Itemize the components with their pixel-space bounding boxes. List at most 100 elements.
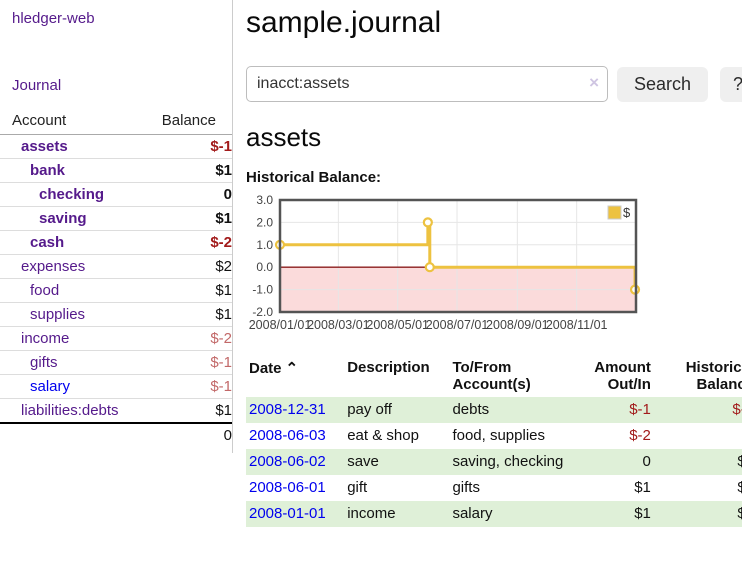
account-row: assets $-1 xyxy=(0,135,232,159)
account-link[interactable]: income xyxy=(21,330,70,347)
transaction-date-link[interactable]: 2008-12-31 xyxy=(249,401,326,418)
x-tick-label: 2008/11/01 xyxy=(546,318,608,332)
transaction-row: 2008-06-01 gift gifts $1 $2 xyxy=(246,475,742,501)
account-balance: $1 xyxy=(136,278,232,303)
account-balance: $1 xyxy=(136,158,232,183)
transaction-historical-balance: 0 xyxy=(659,423,742,449)
transaction-accounts: food, supplies xyxy=(452,427,546,444)
transaction-description: save xyxy=(347,453,379,470)
legend-label: $ xyxy=(623,205,631,220)
account-link[interactable]: supplies xyxy=(30,306,86,323)
column-header-historical-balance: Historical Balance xyxy=(685,359,742,393)
data-point-marker[interactable] xyxy=(424,262,435,273)
legend-swatch xyxy=(607,205,622,220)
account-link[interactable]: food xyxy=(30,282,60,299)
accounts-header-account: Account xyxy=(0,109,137,135)
transaction-description: eat & shop xyxy=(347,427,419,444)
transaction-accounts: saving, checking xyxy=(452,453,564,470)
search-button[interactable]: Search xyxy=(617,66,709,102)
accounts-header-balance: Balance xyxy=(136,109,232,135)
transaction-accounts: debts xyxy=(452,401,490,418)
account-balance: $1 xyxy=(136,206,232,231)
y-tick-label: 1.0 xyxy=(256,238,273,252)
y-tick-label: 0.0 xyxy=(256,260,273,274)
help-button[interactable]: ? xyxy=(720,66,742,102)
column-header-date[interactable]: Date ⌃ xyxy=(246,357,347,397)
x-tick-label: 2008/07/01 xyxy=(426,318,489,332)
account-link[interactable]: assets xyxy=(21,138,68,155)
account-row: gifts $-1 xyxy=(0,350,232,375)
account-row: food $1 xyxy=(0,278,232,303)
x-tick-label: 2008/01/01 xyxy=(249,318,312,332)
page-title: sample.journal xyxy=(246,6,442,39)
y-tick-label: -2.0 xyxy=(252,305,273,319)
account-row: salary $-1 xyxy=(0,374,232,399)
plot-border xyxy=(278,198,638,314)
account-balance: $-1 xyxy=(210,138,232,155)
balance-chart[interactable]: $3.0 2.0 1.0 0.0 -1.0 -2.02008/01/012008/03/0… xyxy=(246,193,646,336)
account-balance: $-1 xyxy=(136,374,232,399)
account-balance: $-1 xyxy=(136,350,232,375)
column-header-accounts: To/From Account(s) xyxy=(452,359,531,393)
account-row: income $-2 xyxy=(0,326,232,351)
transaction-row: 2008-12-31 pay off debts $-1 $-1 xyxy=(246,397,742,423)
account-balance: $1 xyxy=(136,302,232,327)
account-balance: $-2 xyxy=(136,230,232,255)
account-link[interactable]: bank xyxy=(30,162,66,179)
transaction-date-link[interactable]: 2008-06-02 xyxy=(249,453,326,470)
account-link[interactable]: cash xyxy=(30,234,65,251)
transaction-historical-balance: $2 xyxy=(737,479,742,496)
account-link[interactable]: saving xyxy=(39,210,87,227)
register-heading: assets xyxy=(246,122,322,152)
column-header-description: Description xyxy=(347,359,430,376)
x-tick-label: 2008/05/01 xyxy=(366,318,429,332)
y-tick-label: 2.0 xyxy=(256,215,273,229)
accounts-total-value: 0 xyxy=(136,422,232,447)
transaction-description: gift xyxy=(347,479,368,496)
transaction-date-link[interactable]: 2008-01-01 xyxy=(249,505,326,522)
account-link[interactable]: gifts xyxy=(30,354,58,371)
account-link[interactable]: liabilities:debts xyxy=(21,402,119,419)
account-balance: $2 xyxy=(136,254,232,279)
chart-title: Historical Balance: xyxy=(246,169,382,186)
x-tick-label: 2008/03/01 xyxy=(307,318,370,332)
transaction-description: pay off xyxy=(347,401,392,418)
transaction-historical-balance: $2 xyxy=(737,453,742,470)
account-link[interactable]: checking xyxy=(39,186,105,203)
account-row: cash $-2 xyxy=(0,230,232,255)
account-row: bank $1 xyxy=(0,158,232,183)
account-link[interactable]: salary xyxy=(30,378,71,395)
sort-asc-icon: ⌃ xyxy=(285,360,299,377)
sidebar: hledger-web Journal Account Balance asse… xyxy=(0,0,233,453)
register-table-body: 2008-12-31 pay off debts $-1 $-1 2008-06-03 ea… xyxy=(246,397,742,527)
sidebar-item-journal[interactable]: Journal xyxy=(12,77,62,94)
column-header-amount: Amount Out/In xyxy=(594,359,651,393)
clear-search-icon[interactable]: × xyxy=(589,73,599,92)
transaction-amount: 0 xyxy=(642,453,651,470)
transaction-amount: $1 xyxy=(634,505,651,522)
transaction-accounts: salary xyxy=(452,505,493,522)
accounts-total-row: 0 xyxy=(0,422,232,447)
account-row: expenses $2 xyxy=(0,254,232,279)
transaction-accounts: gifts xyxy=(452,479,480,496)
transaction-amount: $-2 xyxy=(629,427,651,444)
x-tick-label: 2008/09/01 xyxy=(486,318,549,332)
accounts-table: Account Balance assets $-1 bank $1 checking 0… xyxy=(0,109,232,447)
date-header-label: Date xyxy=(249,360,282,377)
transaction-row: 2008-06-02 save saving, checking 0 $2 xyxy=(246,449,742,475)
y-tick-label: -1.0 xyxy=(252,283,273,297)
account-link[interactable]: expenses xyxy=(21,258,86,275)
search-input[interactable] xyxy=(246,66,608,102)
y-tick-label: 3.0 xyxy=(256,194,273,207)
account-balance: $-2 xyxy=(136,326,232,351)
transaction-date-link[interactable]: 2008-06-03 xyxy=(249,427,326,444)
account-balance: 0 xyxy=(136,182,232,207)
data-point-marker[interactable] xyxy=(422,217,433,228)
account-row: checking 0 xyxy=(0,182,232,207)
transaction-date-link[interactable]: 2008-06-01 xyxy=(249,479,326,496)
transaction-row: 2008-06-03 eat & shop food, supplies $-2 0 xyxy=(246,423,742,449)
transaction-historical-balance: $1 xyxy=(737,505,742,522)
transaction-amount: $-1 xyxy=(629,401,651,418)
transaction-amount: $1 xyxy=(634,479,651,496)
brand-link[interactable]: hledger-web xyxy=(12,10,95,27)
